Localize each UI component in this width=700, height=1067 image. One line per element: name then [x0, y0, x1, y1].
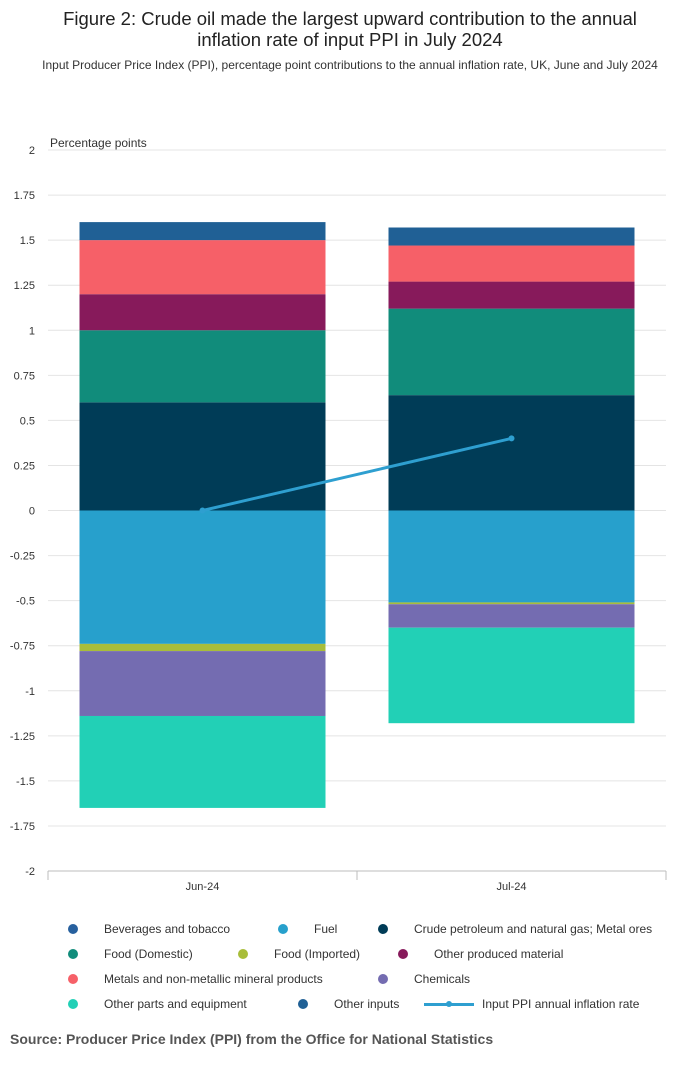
y-tick-label: -1.25 [10, 731, 35, 743]
legend-item: Food (Imported) [238, 947, 360, 961]
x-tick-label: Jun-24 [186, 881, 220, 893]
legend-swatch [68, 999, 78, 1009]
legend-item: Metals and non-metallic mineral products [68, 972, 323, 986]
bar-segment [388, 395, 635, 511]
bar-segment [79, 402, 326, 511]
bar-segment [79, 240, 326, 295]
legend-item: Beverages and tobacco [68, 922, 230, 936]
y-axis-label: Percentage points [50, 136, 147, 150]
y-tick-label: 0 [29, 506, 35, 518]
legend-label: Fuel [314, 922, 338, 936]
y-tick-label: 2 [29, 145, 35, 157]
y-tick-label: -0.5 [16, 596, 35, 608]
legend-item: Other parts and equipment [68, 997, 247, 1011]
legend-item: Input PPI annual inflation rate [424, 997, 639, 1011]
y-tick-label: 0.5 [20, 415, 35, 427]
y-tick-label: -2 [25, 866, 35, 878]
bar-segment [79, 643, 326, 652]
y-tick-label: 1 [29, 325, 35, 337]
y-tick-label: 1.75 [14, 190, 35, 202]
inflation-line [199, 435, 515, 514]
legend-label: Beverages and tobacco [104, 922, 231, 936]
y-tick-label: -1 [25, 686, 35, 698]
legend-item: Food (Domestic) [68, 947, 193, 961]
legend-label: Chemicals [414, 972, 471, 986]
legend-item: Other produced material [398, 947, 563, 961]
x-axis: Jun-24 Jul-24 [47, 870, 667, 893]
legend-line-swatch [424, 999, 474, 1009]
legend-swatch [378, 924, 388, 934]
chart-title: Figure 2: Crude oil made the largest upw… [63, 8, 637, 50]
y-tick-label: 0.25 [14, 460, 35, 472]
bar-segment [388, 604, 635, 628]
legend-swatch [278, 924, 288, 934]
legend-label: Metals and non-metallic mineral products [104, 972, 323, 986]
y-tick-label: 0.75 [14, 370, 35, 382]
legend: Beverages and tobacco Fuel Crude petroleum… [60, 922, 700, 1022]
legend-swatch [68, 924, 78, 934]
legend-label: Food (Imported) [274, 947, 361, 961]
legend-swatch [68, 949, 78, 959]
bar-segment [79, 510, 326, 644]
bar-segment [388, 227, 635, 246]
bar-segment [388, 627, 635, 724]
legend-item: Crude petroleum and natural gas; Metal o… [378, 922, 652, 936]
y-tick-label: -0.75 [10, 641, 35, 653]
legend-swatch [298, 999, 308, 1009]
bar-segment [388, 308, 635, 396]
bar-segment [388, 602, 635, 605]
x-tick-label: Jul-24 [497, 881, 527, 893]
bar-segment [79, 222, 326, 241]
legend-item: Other inputs [298, 997, 399, 1011]
legend-label: Other parts and equipment [104, 997, 247, 1011]
legend-label: Input PPI annual inflation rate [482, 997, 640, 1011]
y-tick-label: -1.75 [10, 821, 35, 833]
bar-segment [79, 651, 326, 716]
y-axis-ticks: 2 1.75 1.5 1.25 1 0.75 0.5 0.25 0 -0.25 -0.5 -0.75 -… [10, 145, 35, 878]
y-tick-label: -0.25 [10, 551, 35, 563]
inflation-point [199, 507, 206, 514]
inflation-line-path [202, 436, 512, 512]
bar-segment [388, 281, 635, 309]
bar-segment [79, 715, 326, 808]
legend-swatch [68, 974, 78, 984]
chart-subtitle: Input Producer Price Index (PPI), percen… [42, 58, 658, 72]
bars [79, 222, 635, 808]
source-note: Source: Producer Price Index (PPI) from … [10, 1031, 494, 1047]
legend-swatch [378, 974, 388, 984]
legend-label: Other produced material [434, 947, 564, 961]
y-tick-label: 1.25 [14, 280, 35, 292]
legend-swatch [238, 949, 248, 959]
bar-segment [388, 510, 635, 603]
legend-item: Chemicals [378, 972, 470, 986]
y-tick-label: 1.5 [20, 235, 35, 247]
y-tick-label: -1.5 [16, 776, 35, 788]
legend-label: Food (Domestic) [104, 947, 193, 961]
bar-segment [79, 294, 326, 331]
bar-segment [79, 330, 326, 403]
stacked-bar-chart: 2 1.75 1.5 1.25 1 0.75 0.5 0.25 0 -0.25 -0.5 -0.75 -… [10, 136, 667, 893]
legend-swatch [398, 949, 408, 959]
bar-segment [388, 245, 635, 282]
legend-label: Other inputs [334, 997, 400, 1011]
legend-item: Fuel [278, 922, 337, 936]
legend-label: Crude petroleum and natural gas; Metal o… [414, 922, 653, 936]
inflation-point [508, 435, 515, 442]
